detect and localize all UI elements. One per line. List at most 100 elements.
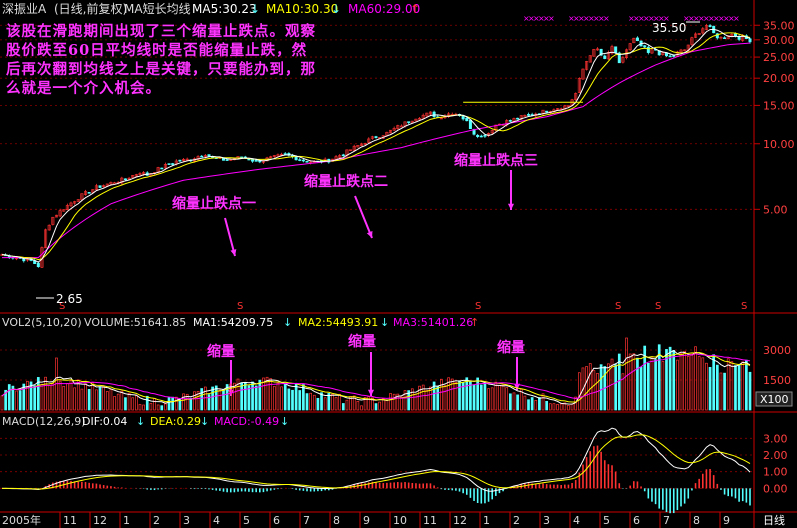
volume-bar xyxy=(548,403,552,411)
candle-body xyxy=(610,46,614,54)
volume-bar xyxy=(309,392,312,411)
candle-body xyxy=(465,117,469,122)
volume-bar xyxy=(254,385,258,411)
volume-bar xyxy=(701,357,705,411)
candle-body xyxy=(679,49,683,53)
price-tick-label: 25.00 xyxy=(763,51,795,64)
volume-bar xyxy=(410,388,414,411)
x-tick-label: 2 xyxy=(513,514,520,527)
volume-bar xyxy=(62,386,66,411)
volume-bar xyxy=(269,378,273,411)
volume-bar xyxy=(320,392,323,411)
candle-body xyxy=(668,55,672,58)
candle-body xyxy=(418,117,422,120)
x-marker: × xyxy=(643,14,650,23)
volume-bar xyxy=(251,381,254,411)
volume-bar xyxy=(516,394,519,411)
volume-bar xyxy=(730,361,734,411)
volume-ma3: MA3:51401.26 xyxy=(393,316,473,329)
volume-bar xyxy=(741,361,745,411)
price-tick-label: 10.00 xyxy=(763,138,795,151)
volume-bar xyxy=(679,353,683,411)
candle-body xyxy=(628,43,632,51)
x-marker: × xyxy=(683,14,690,23)
candle-body xyxy=(588,55,592,63)
candle-body xyxy=(581,68,585,80)
volume-unit: X100 xyxy=(760,393,789,406)
volume-bar xyxy=(171,396,175,411)
candle-body xyxy=(138,173,142,175)
x-tick-label: 1 xyxy=(483,514,490,527)
volume-bar xyxy=(196,391,200,411)
volume-bar xyxy=(182,393,185,411)
volume-bar xyxy=(367,396,371,411)
volume-bar xyxy=(113,396,116,411)
x-tick-label: 8 xyxy=(693,514,700,527)
ma60-value: MA60:29.00 xyxy=(348,2,420,16)
volume-bar xyxy=(334,397,338,411)
candle-body xyxy=(690,37,694,45)
candle-body xyxy=(349,149,353,152)
volume-bar xyxy=(392,393,396,411)
volume-bar xyxy=(723,372,726,411)
volume-bar xyxy=(705,362,708,411)
candle-body xyxy=(44,229,48,249)
volume-bar xyxy=(374,403,378,411)
volume-bar xyxy=(508,393,512,411)
period-label: (日线,前复权) xyxy=(54,1,127,16)
volume-bar xyxy=(668,346,672,411)
candle-body xyxy=(91,189,95,193)
low-label: 2.65 xyxy=(56,292,83,306)
volume-bar xyxy=(102,386,106,411)
volume-unit-box[interactable] xyxy=(755,391,793,407)
candle-body xyxy=(94,185,98,190)
volume-bar xyxy=(280,386,283,411)
candle-body xyxy=(432,111,436,118)
volume-bar xyxy=(429,386,432,411)
x-marker: × xyxy=(703,14,710,23)
x-tick-label: 6 xyxy=(633,514,640,527)
arrow-point2 xyxy=(354,195,373,239)
candle-body xyxy=(363,143,367,145)
x-marker: × xyxy=(708,14,715,23)
volume-bar xyxy=(734,365,737,411)
volume-bar xyxy=(581,367,585,411)
volume-bar xyxy=(665,349,668,411)
x-marker: × xyxy=(538,14,545,23)
macd-tick-label: 0.00 xyxy=(763,482,788,495)
candle-body xyxy=(599,48,603,56)
x-marker: × xyxy=(583,14,590,23)
volume-bar xyxy=(534,400,538,411)
x-tick-label: 12 xyxy=(453,514,467,527)
volume-bar xyxy=(443,385,447,411)
volume-bar xyxy=(636,357,639,411)
volume-indicator-name: VOL2(5,10,20) xyxy=(2,316,82,329)
x-period-label: 日线 xyxy=(763,513,785,527)
ma10-value: MA10:30.30 xyxy=(266,2,338,16)
candle-body xyxy=(574,93,578,101)
candle-body xyxy=(476,134,480,137)
volume-bar xyxy=(356,400,360,411)
volume-bar xyxy=(617,353,621,411)
candle-body xyxy=(646,46,650,53)
candle-body xyxy=(603,55,607,59)
x-marker: × xyxy=(588,14,595,23)
volume-bar xyxy=(22,383,26,411)
ma5-arrow: ↓ xyxy=(250,2,260,16)
candle-body xyxy=(708,25,712,27)
stock-title: 深振业A xyxy=(2,2,47,16)
candle-body xyxy=(102,185,106,188)
candle-body xyxy=(715,33,719,39)
volume-bar xyxy=(305,393,309,411)
volume-bar xyxy=(124,397,127,411)
candle-body xyxy=(200,155,204,158)
x-tick-label: 4 xyxy=(573,514,580,527)
volume-bar xyxy=(51,383,55,411)
candle-body xyxy=(203,155,207,157)
candle-body xyxy=(301,159,305,162)
volume-bar xyxy=(236,378,240,411)
candle-body xyxy=(701,28,705,34)
volume-ma2-line xyxy=(1,352,751,403)
x-tick-label: 12 xyxy=(93,514,107,527)
